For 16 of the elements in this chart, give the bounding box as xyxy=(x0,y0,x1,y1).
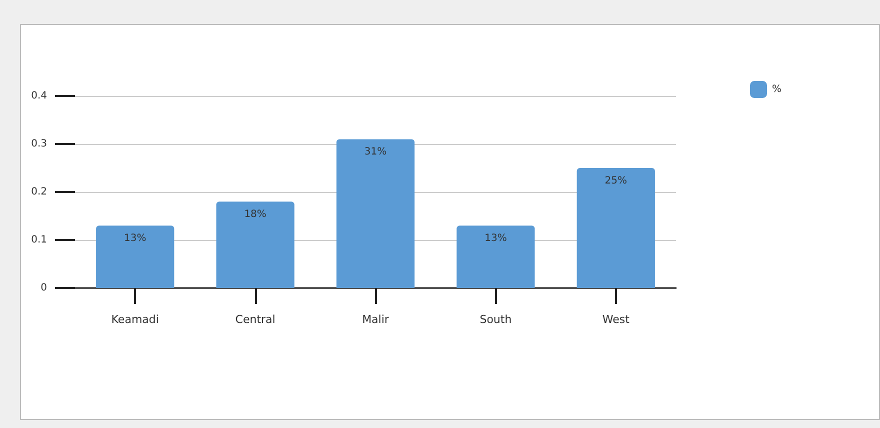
data-label: 31% xyxy=(364,146,387,158)
data-label: 13% xyxy=(484,233,507,244)
data-label: 13% xyxy=(124,233,146,244)
x-tick-label: Malir xyxy=(362,313,390,326)
y-tick-label: 0.3 xyxy=(31,138,47,150)
data-label: 18% xyxy=(244,209,266,220)
y-tick-label: 0 xyxy=(40,282,47,294)
x-tick-label: Central xyxy=(235,313,276,326)
x-tick-label: West xyxy=(602,313,630,326)
y-tick-label: 0.1 xyxy=(31,234,47,246)
y-tick-label: 0.2 xyxy=(31,186,47,198)
y-tick-label: 0.4 xyxy=(31,90,47,102)
legend-label: % xyxy=(772,84,782,95)
data-label: 25% xyxy=(604,176,628,186)
x-tick-label: Keamadi xyxy=(111,313,159,326)
x-tick-label: South xyxy=(480,313,512,326)
